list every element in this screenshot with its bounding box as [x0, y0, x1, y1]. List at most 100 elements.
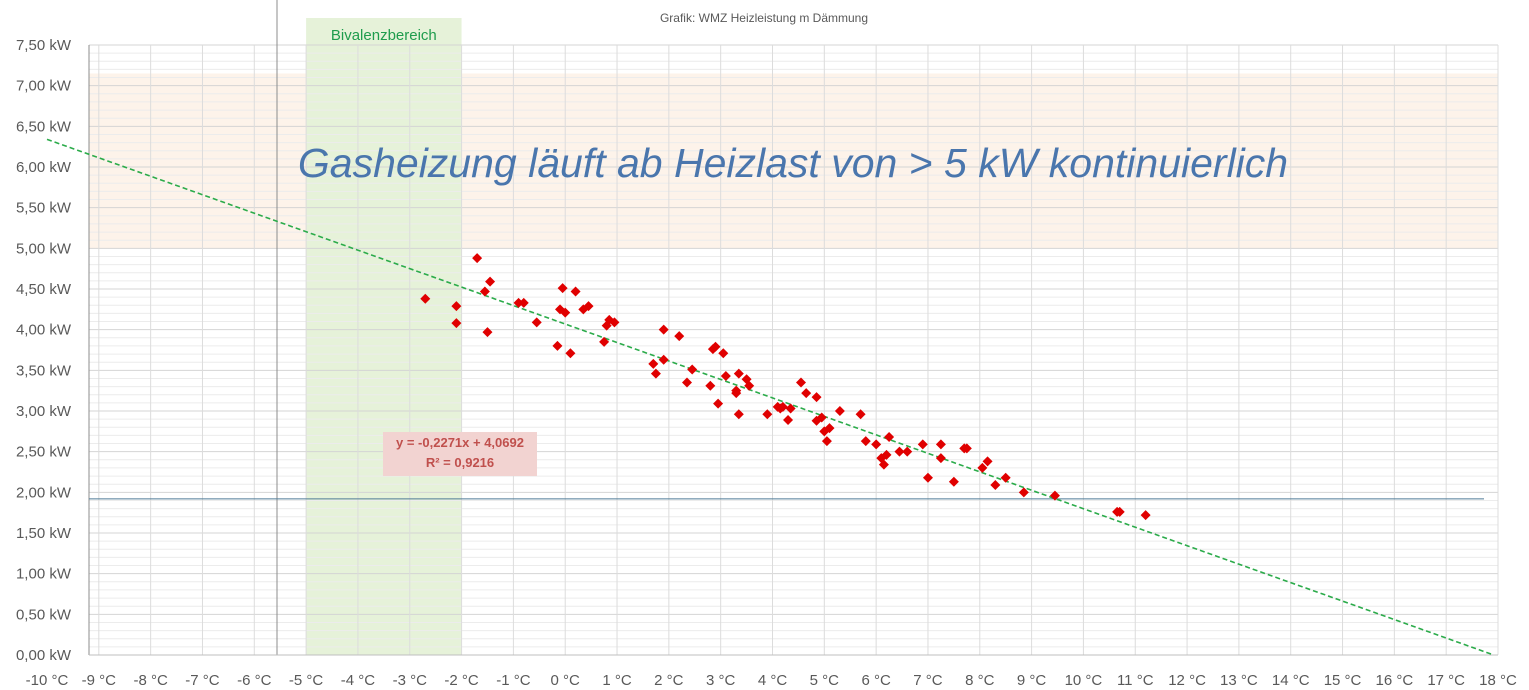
data-point [552, 340, 563, 351]
data-point [878, 459, 889, 470]
y-tick-label: 1,00 kW [16, 566, 72, 583]
data-point [560, 307, 571, 318]
x-tick-label: 1 °C [602, 672, 632, 689]
x-tick-label: 10 °C [1065, 672, 1103, 689]
x-tick-label: 4 °C [758, 672, 788, 689]
data-point [557, 283, 568, 294]
x-tick-label: 17 °C [1427, 672, 1465, 689]
data-point [705, 380, 716, 391]
data-point [801, 388, 812, 399]
x-tick-label: -9 °C [82, 672, 117, 689]
data-point [834, 406, 845, 416]
bivalence-zone [306, 18, 462, 655]
y-tick-label: 7,00 kW [16, 78, 72, 95]
data-point [720, 371, 731, 382]
x-tick-label: 13 °C [1220, 672, 1258, 689]
data-point [482, 327, 493, 338]
data-point [982, 456, 993, 467]
data-point [531, 317, 542, 328]
x-tick-label: -7 °C [185, 672, 220, 689]
data-point [472, 253, 483, 264]
y-tick-label: 2,50 kW [16, 444, 72, 461]
data-point [658, 354, 669, 365]
data-point [733, 409, 744, 420]
data-point [599, 336, 610, 347]
x-tick-label: -4 °C [341, 672, 376, 689]
x-tick-label: 6 °C [861, 672, 891, 689]
shaded-zones [89, 18, 1498, 655]
x-tick-label: -8 °C [133, 672, 168, 689]
x-tick-label: 18 °C [1479, 672, 1517, 689]
data-point [796, 377, 807, 388]
data-point [884, 432, 895, 443]
x-axis-ticks: -10 °C -9 °C -8 °C -7 °C -6 °C -5 °C -4 °C -3 °… [26, 672, 1517, 689]
data-point [816, 412, 827, 423]
y-tick-label: 3,00 kW [16, 403, 72, 420]
data-point [917, 439, 928, 450]
x-tick-label: -3 °C [393, 672, 428, 689]
data-point [948, 476, 959, 487]
data-point [733, 368, 744, 379]
y-tick-label: 3,50 kW [16, 362, 72, 379]
y-tick-label: 7,50 kW [16, 37, 72, 54]
data-point [451, 318, 462, 329]
data-point [824, 423, 835, 434]
data-point [762, 409, 773, 420]
data-point [821, 436, 832, 447]
data-point [479, 286, 490, 297]
gridlines [89, 44, 1499, 656]
trendline-equation: y = -0,2271x + 4,0692 [396, 435, 524, 450]
x-tick-label: 5 °C [810, 672, 840, 689]
y-axis-ticks: 0,00 kW 0,50 kW 1,00 kW 1,50 kW 2,00 kW 2,50 … [16, 37, 72, 664]
gas-heating-banner: Gasheizung läuft ab Heizlast von > 5 kW … [298, 140, 1288, 186]
data-point [650, 368, 661, 379]
y-tick-label: 5,00 kW [16, 240, 72, 257]
data-point [713, 398, 724, 409]
y-tick-label: 4,50 kW [16, 281, 72, 298]
y-tick-label: 1,50 kW [16, 525, 72, 542]
data-point [990, 480, 1001, 491]
data-point [583, 301, 594, 312]
data-points [420, 253, 1151, 521]
x-tick-label: 16 °C [1376, 672, 1414, 689]
y-tick-label: 4,00 kW [16, 322, 72, 339]
x-tick-label: -1 °C [496, 672, 531, 689]
data-point [710, 341, 721, 352]
bivalence-zone-label: Bivalenzbereich [331, 27, 437, 44]
data-point [1000, 472, 1011, 483]
x-tick-label: -5 °C [289, 672, 324, 689]
data-point [674, 331, 685, 342]
data-point [785, 403, 796, 414]
data-point [855, 409, 866, 420]
data-point [485, 276, 496, 287]
axes [88, 0, 1498, 656]
y-tick-label: 6,50 kW [16, 118, 72, 135]
data-point [1018, 487, 1029, 498]
y-tick-label: 2,00 kW [16, 484, 72, 501]
data-point [1140, 510, 1151, 521]
chart-title: Grafik: WMZ Heizleistung m Dämmung [660, 11, 868, 25]
data-point [658, 324, 669, 335]
data-point [565, 348, 576, 359]
data-point [513, 297, 524, 308]
data-point [811, 392, 822, 403]
data-point [420, 293, 431, 304]
data-point [744, 380, 755, 391]
data-point [687, 364, 698, 375]
data-point [451, 301, 462, 312]
y-tick-label: 0,00 kW [16, 647, 72, 664]
data-point [935, 453, 946, 464]
data-point [1114, 506, 1125, 517]
x-tick-label: 9 °C [1017, 672, 1047, 689]
data-point [570, 286, 581, 297]
data-point [783, 414, 794, 425]
y-tick-label: 6,00 kW [16, 159, 72, 176]
x-tick-label: 0 °C [551, 672, 581, 689]
x-tick-label: 14 °C [1272, 672, 1310, 689]
data-point [1049, 490, 1060, 501]
r-squared-label: R² = 0,9216 [426, 455, 494, 470]
data-point [922, 472, 933, 483]
data-point [518, 297, 529, 308]
data-point [648, 358, 659, 369]
y-tick-label: 0,50 kW [16, 606, 72, 623]
